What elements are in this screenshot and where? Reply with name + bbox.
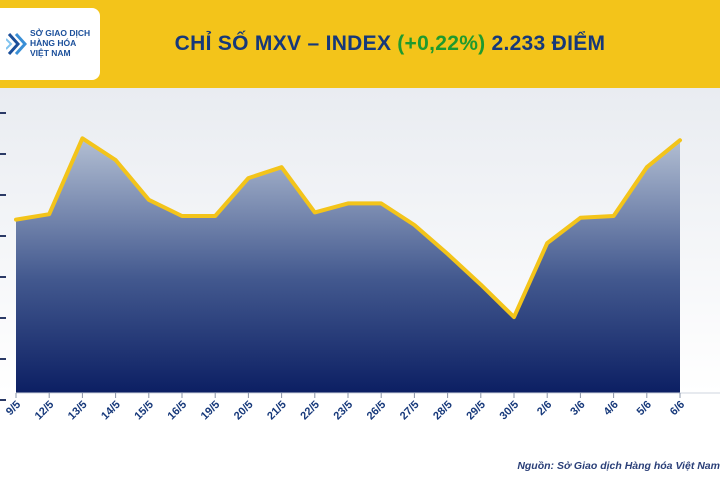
title-value: 2.233 ĐIỂM	[491, 32, 606, 55]
header-bar: SỞ GIAO DỊCH HÀNG HÓA VIỆT NAM CHỈ SỐ MX…	[0, 0, 720, 88]
x-tick-label: 15/5	[132, 399, 156, 423]
x-tick-label: 26/5	[365, 399, 389, 423]
x-tick-label: 20/5	[232, 399, 256, 423]
logo-line-3: VIỆT NAM	[30, 48, 71, 58]
x-tick-label: 27/5	[398, 399, 422, 423]
x-tick-label: 12/5	[33, 399, 57, 423]
x-tick-label: 3/6	[568, 399, 587, 418]
x-tick-label: 22/5	[298, 399, 322, 423]
x-tick-label: 21/5	[265, 399, 289, 423]
logo-chevron-icon	[6, 32, 28, 56]
source-note: Nguồn: Sở Giao dịch Hàng hóa Việt Nam	[517, 460, 720, 472]
title-change: (+0,22%)	[397, 32, 486, 55]
x-tick-label: 14/5	[99, 399, 123, 423]
x-axis-labels: 9/5 12/5 13/5 14/5 15/5 16/5 19/5 20/5 21/5 22/5 2…	[4, 393, 687, 422]
x-tick-label: 4/6	[601, 399, 620, 418]
chart-title: CHỈ SỐ MXV – INDEX (+0,22%) 2.233 ĐIỂM	[110, 0, 670, 88]
logo: SỞ GIAO DỊCH HÀNG HÓA VIỆT NAM	[0, 8, 100, 80]
x-tick-label: 19/5	[199, 399, 223, 423]
chart-area: 9/5 12/5 13/5 14/5 15/5 16/5 19/5 20/5 21/5 22/5 2…	[0, 88, 720, 422]
area-fill	[16, 138, 680, 393]
x-tick-label: 30/5	[498, 399, 522, 423]
logo-text: SỞ GIAO DỊCH HÀNG HÓA VIỆT NAM	[30, 28, 90, 58]
x-tick-label: 5/6	[635, 399, 654, 418]
x-tick-label: 13/5	[66, 399, 90, 423]
x-tick-label: 29/5	[464, 399, 488, 423]
series-line	[14, 136, 682, 320]
logo-line-1: SỞ GIAO DỊCH	[30, 28, 91, 38]
x-tick-label: 9/5	[4, 399, 23, 418]
x-tick-label: 23/5	[332, 399, 356, 423]
x-tick-label: 28/5	[431, 399, 455, 423]
title-main: CHỈ SỐ MXV – INDEX	[174, 32, 392, 55]
y-axis-ticks	[0, 112, 6, 401]
x-tick-label: 6/6	[668, 399, 687, 418]
logo-line-2: HÀNG HÓA	[30, 38, 77, 48]
x-tick-label: 2/6	[535, 399, 554, 418]
x-tick-label: 16/5	[166, 399, 190, 423]
